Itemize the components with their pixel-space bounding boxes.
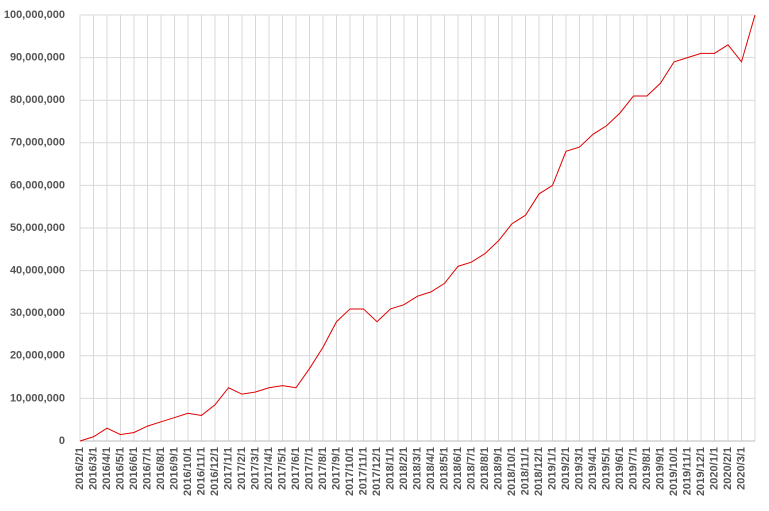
y-tick-label: 40,000,000 bbox=[10, 265, 65, 277]
x-tick-label: 2020/3/1 bbox=[735, 447, 747, 490]
x-tick-label: 2019/11/1 bbox=[681, 447, 693, 495]
x-tick-label: 2017/6/1 bbox=[290, 447, 302, 490]
x-tick-label: 2018/12/1 bbox=[533, 447, 545, 496]
y-tick-label: 10,000,000 bbox=[10, 392, 65, 404]
x-tick-label: 2016/6/1 bbox=[128, 447, 140, 490]
x-tick-label: 2020/2/1 bbox=[722, 447, 734, 490]
x-tick-label: 2019/10/1 bbox=[668, 447, 680, 496]
y-tick-label: 0 bbox=[59, 435, 65, 447]
x-tick-label: 2017/3/1 bbox=[249, 447, 261, 490]
x-tick-label: 2016/4/1 bbox=[101, 447, 113, 490]
x-tick-label: 2017/10/1 bbox=[344, 447, 356, 496]
y-tick-label: 20,000,000 bbox=[10, 350, 65, 362]
y-tick-label: 70,000,000 bbox=[10, 137, 65, 149]
x-tick-label: 2019/2/1 bbox=[560, 447, 572, 490]
x-tick-label: 2016/3/1 bbox=[87, 447, 99, 490]
x-tick-label: 2018/1/1 bbox=[384, 447, 396, 490]
x-tick-label: 2018/3/1 bbox=[411, 447, 423, 490]
x-tick-label: 2016/5/1 bbox=[114, 447, 126, 490]
y-tick-label: 60,000,000 bbox=[10, 179, 65, 191]
x-tick-label: 2019/9/1 bbox=[654, 447, 666, 490]
x-tick-label: 2016/8/1 bbox=[155, 447, 167, 490]
x-tick-label: 2016/2/1 bbox=[74, 447, 86, 490]
y-tick-label: 80,000,000 bbox=[10, 94, 65, 106]
x-tick-label: 2018/10/1 bbox=[506, 447, 518, 496]
y-tick-label: 90,000,000 bbox=[10, 52, 65, 64]
x-tick-label: 2018/9/1 bbox=[492, 447, 504, 490]
x-tick-label: 2020/1/1 bbox=[708, 447, 720, 490]
x-tick-label: 2019/5/1 bbox=[600, 447, 612, 490]
x-tick-label: 2017/7/1 bbox=[303, 447, 315, 490]
x-tick-label: 2018/4/1 bbox=[425, 447, 437, 490]
x-tick-label: 2017/11/1 bbox=[357, 447, 369, 495]
x-tick-label: 2018/8/1 bbox=[479, 447, 491, 490]
x-tick-label: 2017/1/1 bbox=[222, 447, 234, 490]
x-tick-label: 2017/12/1 bbox=[371, 447, 383, 496]
x-tick-label: 2018/2/1 bbox=[398, 447, 410, 490]
y-tick-label: 30,000,000 bbox=[10, 307, 65, 319]
x-tick-label: 2017/5/1 bbox=[276, 447, 288, 490]
x-tick-label: 2019/6/1 bbox=[614, 447, 626, 490]
x-tick-label: 2019/1/1 bbox=[546, 447, 558, 490]
x-tick-label: 2016/11/1 bbox=[195, 447, 207, 495]
x-tick-label: 2018/7/1 bbox=[465, 447, 477, 490]
y-tick-label: 50,000,000 bbox=[10, 222, 65, 234]
x-tick-label: 2016/10/1 bbox=[182, 447, 194, 496]
x-tick-label: 2019/3/1 bbox=[573, 447, 585, 490]
y-tick-label: 100,000,000 bbox=[4, 9, 65, 21]
x-tick-label: 2016/7/1 bbox=[141, 447, 153, 490]
x-tick-label: 2017/8/1 bbox=[317, 447, 329, 490]
x-tick-label: 2019/7/1 bbox=[627, 447, 639, 490]
x-tick-label: 2019/12/1 bbox=[695, 447, 707, 496]
x-tick-label: 2017/2/1 bbox=[236, 447, 248, 490]
x-tick-label: 2016/12/1 bbox=[209, 447, 221, 496]
x-tick-label: 2019/4/1 bbox=[587, 447, 599, 490]
x-tick-label: 2017/4/1 bbox=[263, 447, 275, 490]
x-tick-label: 2019/8/1 bbox=[641, 447, 653, 490]
x-tick-label: 2018/6/1 bbox=[452, 447, 464, 490]
x-tick-label: 2018/5/1 bbox=[438, 447, 450, 490]
x-tick-label: 2016/9/1 bbox=[168, 447, 180, 490]
x-tick-label: 2018/11/1 bbox=[519, 447, 531, 495]
x-tick-label: 2017/9/1 bbox=[330, 447, 342, 490]
data-line bbox=[79, 14, 756, 442]
